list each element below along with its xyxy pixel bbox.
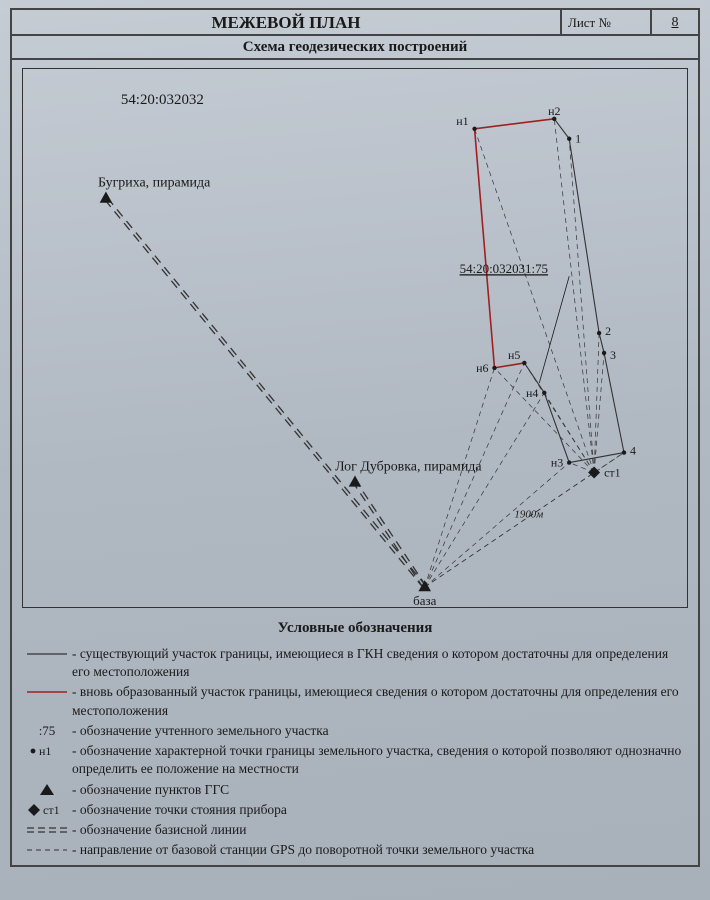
legend-row: - обозначение пунктов ГГС — [22, 781, 688, 799]
svg-text:н3: н3 — [551, 456, 563, 470]
legend-symbol — [22, 821, 72, 839]
legend-text: - обозначение учтенного земельного участ… — [72, 722, 688, 740]
legend-symbol — [22, 645, 72, 663]
svg-text:база: база — [413, 593, 436, 607]
page-number: 8 — [652, 10, 698, 34]
legend-row: - обозначение базисной линии — [22, 821, 688, 839]
legend-text: - обозначение базисной линии — [72, 821, 688, 839]
sheet-label: Лист № — [562, 10, 652, 34]
svg-text:2: 2 — [605, 324, 611, 338]
legend-title: Условные обозначения — [22, 620, 688, 637]
svg-text:Бугриха, пирамида: Бугриха, пирамида — [98, 176, 210, 191]
legend-row: ст1 - обозначение точки стояния прибора — [22, 801, 688, 819]
svg-text:н6: н6 — [476, 361, 488, 375]
svg-text:1: 1 — [575, 132, 581, 146]
legend-symbol — [22, 683, 72, 701]
legend-row: - направление от базовой станции GPS до … — [22, 841, 688, 859]
legend-symbol: :75 — [22, 722, 72, 740]
svg-text:1900м: 1900м — [514, 508, 543, 520]
legend-text: - обозначение точки стояния прибора — [72, 801, 688, 819]
legend-list: - существующий участок границы, имеющиес… — [22, 645, 688, 859]
svg-text:н4: н4 — [526, 386, 538, 400]
svg-text:н1: н1 — [39, 744, 51, 758]
svg-text:3: 3 — [610, 348, 616, 362]
content-frame: 54:20:032032 54:20:032031:75 1900м Бугриха,… — [10, 60, 700, 867]
legend-symbol: н1 — [22, 742, 72, 760]
legend-text: - обозначение характерной точки границы … — [72, 742, 688, 778]
document-title: МЕЖЕВОЙ ПЛАН — [12, 10, 562, 34]
svg-text:ст1: ст1 — [604, 465, 621, 479]
legend-row: н1 - обозначение характерной точки границ… — [22, 742, 688, 778]
legend-text: - обозначение пунктов ГГС — [72, 781, 688, 799]
diagram-svg: 54:20:032032 54:20:032031:75 1900м Бугриха,… — [23, 69, 687, 607]
legend-row: - существующий участок границы, имеющиес… — [22, 645, 688, 681]
svg-text:н2: н2 — [548, 104, 560, 118]
svg-text:4: 4 — [630, 444, 636, 458]
legend-symbol — [22, 781, 72, 799]
document-page: МЕЖЕВОЙ ПЛАН Лист № 8 Схема геодезически… — [0, 0, 710, 900]
svg-text:н1: н1 — [456, 114, 468, 128]
geodetic-diagram: 54:20:032032 54:20:032031:75 1900м Бугриха,… — [22, 68, 688, 608]
legend-text: - вновь образованный участок границы, им… — [72, 683, 688, 719]
legend-row: :75- обозначение учтенного земельного уч… — [22, 722, 688, 740]
svg-text:54:20:032032: 54:20:032032 — [121, 92, 204, 108]
header-row: МЕЖЕВОЙ ПЛАН Лист № 8 — [10, 8, 700, 36]
svg-text:ст1: ст1 — [43, 803, 60, 817]
svg-text:н5: н5 — [508, 348, 520, 362]
legend-symbol — [22, 841, 72, 859]
legend-row: - вновь образованный участок границы, им… — [22, 683, 688, 719]
legend-symbol: ст1 — [22, 801, 72, 819]
legend-text: - существующий участок границы, имеющиес… — [72, 645, 688, 681]
svg-text:54:20:032031:75: 54:20:032031:75 — [460, 261, 548, 276]
document-subtitle: Схема геодезических построений — [10, 36, 700, 60]
legend-text: - направление от базовой станции GPS до … — [72, 841, 688, 859]
svg-text:Лог Дубровка, пирамида: Лог Дубровка, пирамида — [335, 460, 482, 475]
